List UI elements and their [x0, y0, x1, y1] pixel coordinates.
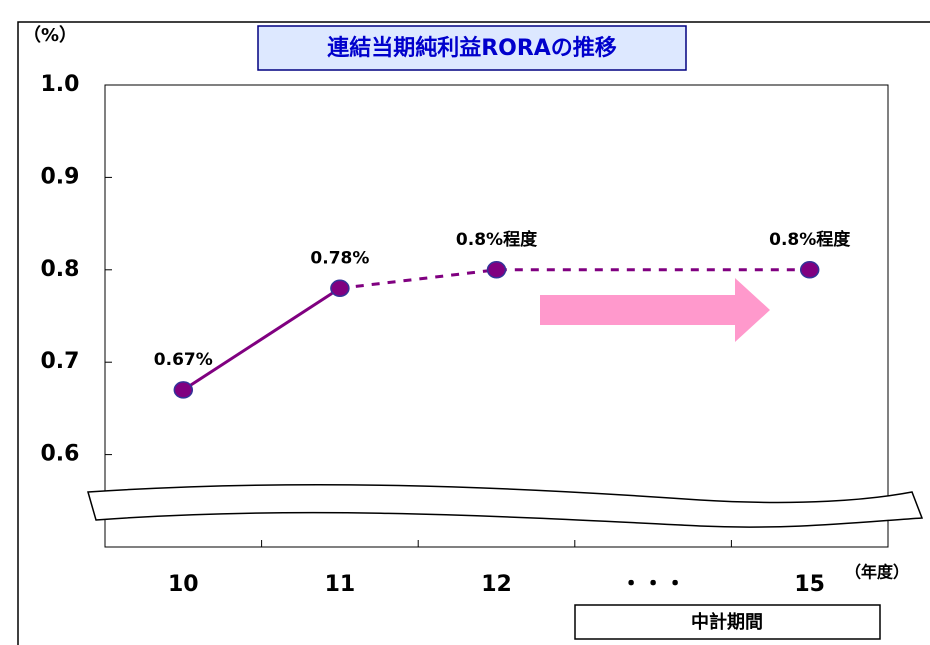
period-box: [574, 604, 881, 640]
y-tick-label: 0.6: [41, 442, 80, 467]
data-label: 0.78%: [310, 248, 369, 268]
trend-arrow: [540, 278, 770, 342]
frame: [17, 21, 930, 645]
x-tick-label: 12: [481, 572, 512, 597]
data-label: 0.67%: [154, 350, 213, 370]
y-tick-label: 0.8: [41, 257, 80, 282]
y-unit: （%）: [23, 25, 77, 46]
data-label: 0.8%程度: [769, 229, 851, 250]
data-label: 0.8%程度: [456, 229, 538, 250]
chart-title: 連結当期純利益RORAの推移: [327, 35, 617, 61]
period-label: 中計期間: [691, 611, 763, 633]
series-line: [182, 287, 341, 392]
plot-area: [104, 84, 889, 548]
y-tick-label: 0.9: [41, 164, 80, 189]
series-line: [339, 268, 810, 290]
title-box: [257, 25, 687, 71]
y-tick-label: 1.0: [41, 72, 80, 97]
y-tick-label: 0.7: [41, 349, 80, 374]
x-unit: （年度）: [845, 563, 909, 582]
marker: [330, 279, 350, 298]
marker: [486, 261, 507, 279]
x-tick-label: 10: [168, 572, 199, 597]
x-tick-label: 11: [325, 572, 356, 597]
marker: [173, 381, 194, 399]
axis-break: [87, 483, 924, 528]
x-ellipsis: ・・・: [620, 572, 686, 597]
marker: [799, 261, 820, 279]
x-tick-label: 15: [794, 572, 825, 597]
